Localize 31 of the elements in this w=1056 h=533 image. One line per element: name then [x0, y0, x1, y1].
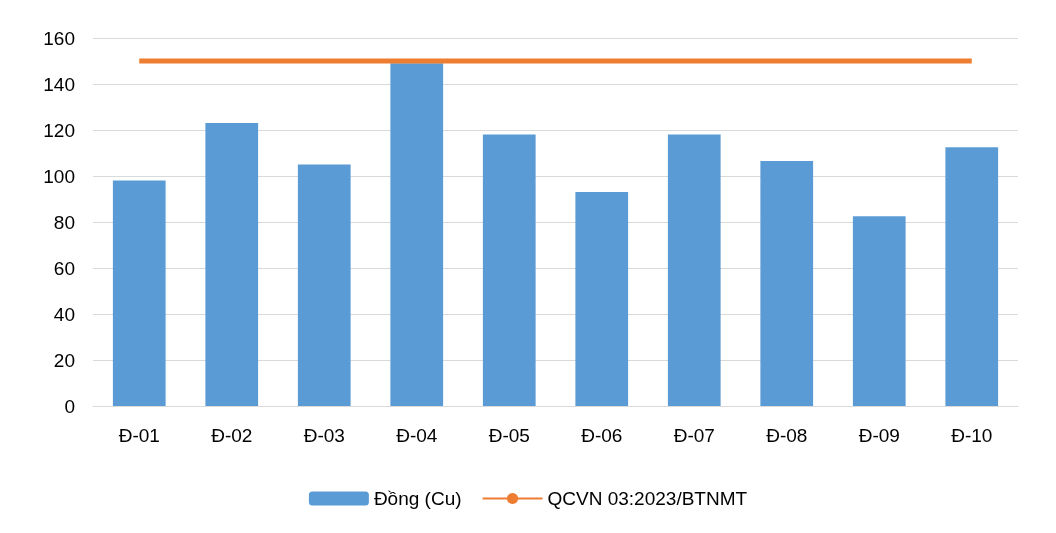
y-tick-label: 100	[43, 165, 75, 187]
legend-label: Đồng (Cu)	[373, 488, 462, 509]
x-tick-label: Đ-02	[211, 425, 253, 446]
bar	[112, 180, 166, 406]
x-tick-label: Đ-04	[396, 425, 438, 446]
y-tick-label: 120	[43, 119, 75, 141]
bar	[667, 134, 721, 406]
bar	[945, 147, 999, 406]
bar	[205, 123, 259, 406]
x-tick-label: Đ-06	[581, 425, 623, 446]
bar	[575, 192, 629, 406]
bar	[482, 134, 536, 406]
y-tick-label: 80	[53, 211, 75, 233]
y-tick-label: 0	[64, 395, 75, 417]
bar	[852, 216, 906, 406]
x-tick-label: Đ-08	[766, 425, 808, 446]
bar	[297, 164, 351, 406]
y-tick-label: 20	[53, 349, 75, 371]
x-tick-label: Đ-07	[673, 425, 715, 446]
y-tick-label: 160	[43, 27, 75, 49]
bar	[390, 63, 444, 406]
y-tick-label: 60	[53, 257, 75, 279]
bar	[760, 161, 814, 406]
x-tick-label: Đ-01	[118, 425, 160, 446]
y-tick-label: 140	[43, 73, 75, 95]
x-tick-label: Đ-05	[488, 425, 530, 446]
x-tick-label: Đ-03	[303, 425, 345, 446]
x-tick-label: Đ-10	[951, 425, 993, 446]
x-tick-label: Đ-09	[858, 425, 900, 446]
legend-label: QCVN 03:2023/BTNMT	[547, 488, 748, 509]
y-tick-label: 40	[53, 303, 75, 325]
